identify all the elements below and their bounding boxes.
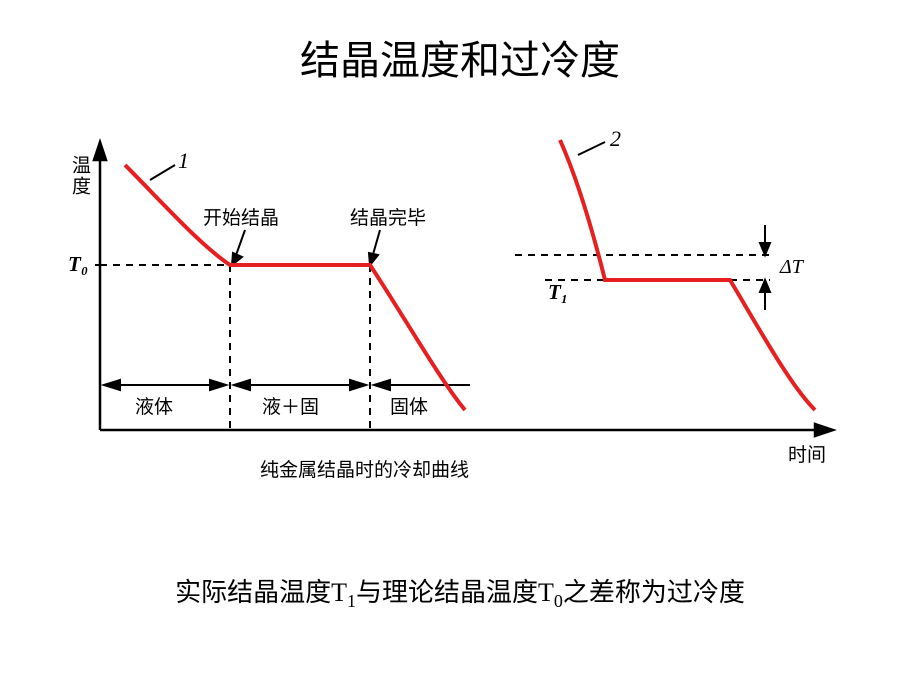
delta-t-marker [760,225,770,310]
axes [94,142,833,436]
cooling-curve-diagram: 温度 时间 1 开始结晶 结晶完毕 T₀ 液体 液＋固 固体 2 T₁ ΔT 纯… [70,130,850,530]
bottom-caption: 实际结晶温度T1与理论结晶温度T0之差称为过冷度 [0,572,920,612]
x-axis-label: 时间 [788,440,826,467]
caption-text-1: 实际结晶温度T [175,578,347,607]
y-axis-label: 温度 [66,155,93,197]
delta-t-label: ΔT [780,256,803,279]
caption-text-3: 之差称为过冷度 [563,578,745,607]
curve2-guides [515,255,770,280]
curve1-annotation-arrows [232,230,380,265]
curve2-label: 2 [610,126,621,152]
curve1-end-annotation: 结晶完毕 [350,203,426,230]
caption-sub-2: 0 [554,591,563,611]
t1-label: T₁ [548,280,568,305]
t0-label: T₀ [68,252,88,277]
figure-caption: 纯金属结晶时的冷却曲线 [260,455,469,482]
caption-text-2: 与理论结晶温度T [356,578,554,607]
phase-mixed-label: 液＋固 [262,392,319,419]
curve1-label: 1 [178,148,189,174]
phase-liquid-label: 液体 [135,392,173,419]
curve1-start-annotation: 开始结晶 [203,203,279,230]
phase-arrows [104,380,470,390]
cooling-curve-2 [560,140,815,410]
page-title: 结晶温度和过冷度 [0,0,920,86]
cooling-curve-1 [125,165,465,410]
phase-solid-label: 固体 [390,392,428,419]
caption-sub-1: 1 [347,591,356,611]
